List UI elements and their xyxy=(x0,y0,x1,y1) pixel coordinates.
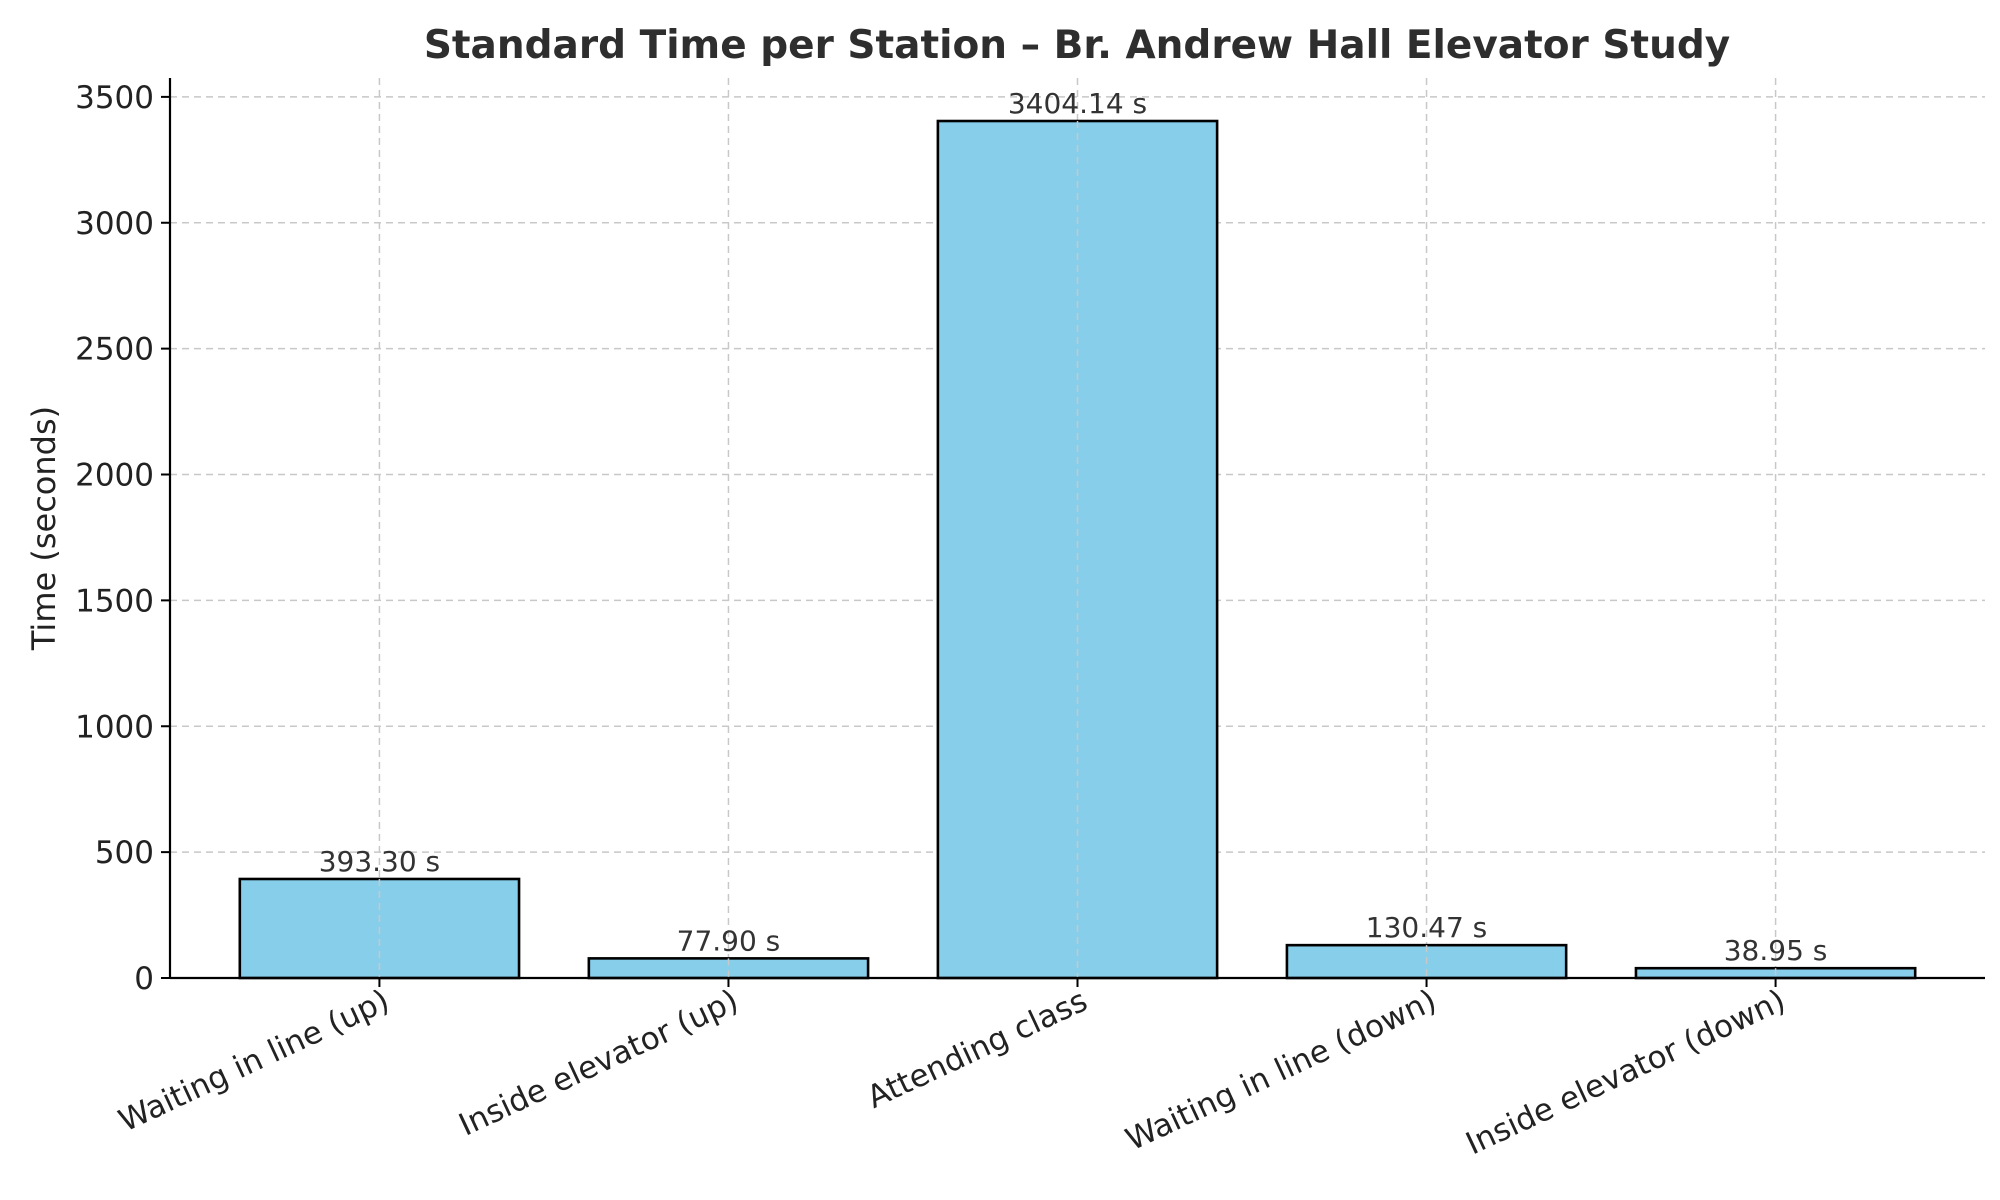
x-tick-label-1: Inside elevator (up) xyxy=(454,983,744,1144)
x-tick-label-0: Waiting in line (up) xyxy=(113,983,394,1140)
bar-2 xyxy=(936,119,1219,980)
y-axis-ticks: 0 500 1000 1500 2000 2500 3000 3500 xyxy=(75,80,170,997)
y-tick-label-4: 2000 xyxy=(75,458,154,494)
x-tick-label-2: Attending class xyxy=(862,983,1093,1116)
y-axis-label: Time (seconds) xyxy=(25,406,63,651)
x-axis-ticks: Waiting in line (up) Inside elevator (up)… xyxy=(113,978,1791,1162)
y-tick-label-5: 2500 xyxy=(75,332,154,368)
x-tick-label-3: Waiting in line (down) xyxy=(1120,983,1442,1158)
data-label-1: 77.90 s xyxy=(677,924,781,957)
data-label-2: 3404.14 s xyxy=(1008,87,1147,120)
chart-title: Standard Time per Station – Br. Andrew H… xyxy=(424,23,1730,68)
x-tick-label-4: Inside elevator (down) xyxy=(1461,983,1791,1163)
y-tick-label-3: 1500 xyxy=(75,583,154,619)
data-label-0: 393.30 s xyxy=(319,845,440,878)
y-tick-label-1: 500 xyxy=(95,835,154,871)
grid xyxy=(170,78,1985,978)
data-label-4: 38.95 s xyxy=(1724,934,1828,967)
data-label-3: 130.47 s xyxy=(1366,911,1487,944)
y-tick-label-7: 3500 xyxy=(75,80,154,116)
data-labels: 393.30 s 77.90 s 3404.14 s 130.47 s 38.95 s xyxy=(319,87,1828,967)
y-tick-label-6: 3000 xyxy=(75,206,154,242)
y-tick-label-0: 0 xyxy=(134,961,154,997)
bars xyxy=(238,119,1917,980)
y-tick-label-2: 1000 xyxy=(75,709,154,745)
